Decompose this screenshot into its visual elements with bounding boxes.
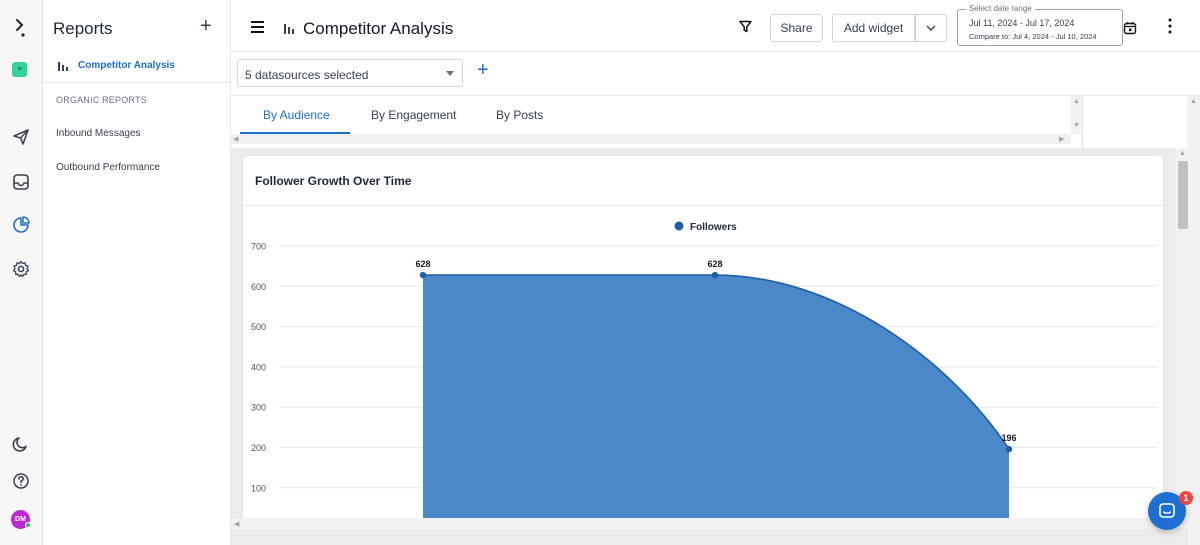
- top-bar: Competitor Analysis Share Add widget Sel…: [231, 0, 1200, 52]
- data-point: [1005, 445, 1013, 453]
- tab-by-posts[interactable]: By Posts: [496, 108, 544, 122]
- send-icon[interactable]: [11, 127, 31, 147]
- chat-notification-badge: 1: [1179, 491, 1193, 505]
- page-title: Competitor Analysis: [303, 19, 454, 38]
- scroll-down-icon[interactable]: ▼: [1073, 122, 1080, 129]
- y-tick-label: 700: [251, 242, 266, 252]
- settings-icon[interactable]: [11, 259, 31, 279]
- moon-icon[interactable]: [11, 434, 31, 454]
- menu-icon[interactable]: [251, 20, 265, 38]
- add-widget-dropdown-button[interactable]: [915, 14, 947, 42]
- scrollbar-thumb[interactable]: [1178, 161, 1188, 229]
- sidebar-item-competitor-analysis[interactable]: Competitor Analysis: [43, 53, 231, 79]
- series-line: [423, 274, 1010, 450]
- page-vertical-scrollbar[interactable]: ▲: [1188, 96, 1200, 545]
- tab-by-engagement[interactable]: By Engagement: [371, 108, 457, 122]
- bar-chart-icon: [283, 21, 296, 39]
- y-tick-label: 400: [251, 362, 266, 372]
- widget-canvas: Follower Growth Over Time Followers 100 20…: [231, 148, 1200, 545]
- data-label: 628: [707, 259, 722, 269]
- data-label: 196: [1001, 433, 1016, 443]
- help-icon[interactable]: [11, 471, 31, 491]
- content-horizontal-scrollbar[interactable]: ◀: [231, 518, 1176, 530]
- sidebar-divider: [43, 82, 231, 83]
- logo-icon[interactable]: [11, 18, 31, 38]
- active-tab-indicator: [240, 132, 350, 134]
- legend-marker: [674, 221, 684, 231]
- data-label: 628: [415, 259, 430, 269]
- caret-down-icon: [446, 71, 454, 76]
- y-tick-label: 300: [251, 403, 266, 413]
- sidebar-title: Reports: [53, 19, 113, 38]
- sidebar-item-label: Competitor Analysis: [78, 60, 175, 71]
- add-datasource-button[interactable]: +: [477, 59, 489, 81]
- y-tick-label: 500: [251, 322, 266, 332]
- scroll-up-icon[interactable]: ▲: [1179, 150, 1186, 157]
- share-button[interactable]: Share: [770, 14, 823, 42]
- follower-growth-widget: Follower Growth Over Time Followers 100 20…: [242, 155, 1164, 525]
- reports-sidebar: Reports + Competitor Analysis ORGANIC RE…: [43, 0, 231, 545]
- date-range-label: Select date range: [966, 4, 1035, 13]
- icon-rail: ≡ DM: [0, 0, 43, 545]
- tabs-side-panel: [1082, 96, 1187, 148]
- area-fill: [423, 275, 1009, 524]
- report-tabs: By Audience By Engagement By Posts ◀ ▶ ▲…: [231, 96, 1081, 148]
- y-tick-label: 200: [251, 443, 266, 453]
- scroll-left-icon[interactable]: ◀: [233, 136, 239, 143]
- scroll-up-icon[interactable]: ▲: [1073, 98, 1080, 105]
- bar-chart-icon: [57, 59, 69, 77]
- data-point: [419, 271, 427, 279]
- sidebar-item-inbound-messages[interactable]: Inbound Messages: [56, 128, 141, 139]
- scroll-right-icon[interactable]: ▶: [1059, 136, 1065, 143]
- datasource-select-value: 5 datasources selected: [245, 68, 369, 82]
- date-range-picker[interactable]: Select date range Jul 11, 2024 - Jul 17,…: [957, 4, 1137, 46]
- tabs-horizontal-scrollbar[interactable]: ◀ ▶: [231, 134, 1071, 144]
- date-range-value: Jul 11, 2024 - Jul 17, 2024: [969, 18, 1075, 28]
- tabs-vertical-scrollbar[interactable]: ▲ ▼: [1071, 96, 1081, 134]
- calendar-icon: [1123, 21, 1137, 40]
- scroll-up-icon[interactable]: ▲: [1190, 98, 1197, 105]
- widget-divider: [243, 205, 1163, 206]
- datasource-bar: 5 datasources selected +: [231, 52, 1200, 96]
- online-status-dot: [25, 522, 31, 528]
- chevron-down-icon: [926, 25, 936, 31]
- tab-by-audience[interactable]: By Audience: [263, 108, 330, 122]
- sidebar-item-outbound-performance[interactable]: Outbound Performance: [56, 162, 160, 173]
- sidebar-section-heading: ORGANIC REPORTS: [56, 95, 147, 105]
- inbox-icon[interactable]: [11, 172, 31, 192]
- filter-icon[interactable]: [739, 20, 752, 38]
- add-report-button[interactable]: +: [200, 15, 212, 37]
- follower-growth-chart: Followers 100 200 300 400 500 600 700 628 628 196: [251, 221, 1157, 524]
- widget-title: Follower Growth Over Time: [255, 174, 412, 188]
- more-options-icon[interactable]: [1168, 18, 1172, 39]
- data-point: [711, 271, 719, 279]
- compare-range-value: Compare to: Jul 4, 2024 - Jul 10, 2024: [969, 32, 1097, 41]
- datasource-select[interactable]: 5 datasources selected: [237, 59, 463, 87]
- legend-label: Followers: [690, 222, 737, 233]
- y-tick-label: 100: [251, 483, 266, 493]
- y-tick-label: 600: [251, 282, 266, 292]
- content-vertical-scrollbar[interactable]: ▲: [1176, 148, 1190, 528]
- scroll-left-icon[interactable]: ◀: [234, 521, 240, 528]
- workspace-badge[interactable]: ≡: [12, 62, 27, 77]
- add-widget-button[interactable]: Add widget: [832, 14, 915, 42]
- chat-icon: [1159, 503, 1175, 518]
- analytics-icon[interactable]: [11, 215, 31, 235]
